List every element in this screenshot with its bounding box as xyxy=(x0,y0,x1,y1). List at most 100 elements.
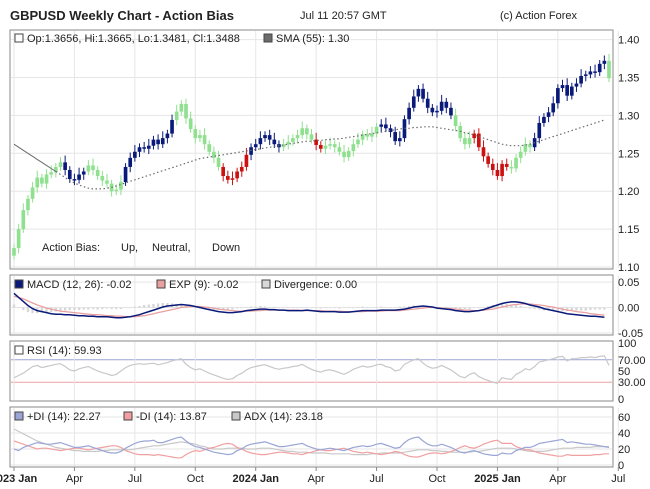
sma-line-dotted xyxy=(55,119,605,190)
divergence-bar xyxy=(152,303,155,308)
price-bar xyxy=(500,163,504,177)
divergence-bar xyxy=(226,307,230,311)
price-bar xyxy=(379,124,384,127)
divergence-bar xyxy=(454,307,457,310)
rsi-line xyxy=(13,355,610,384)
divergence-bar xyxy=(147,304,151,308)
x-tick-label: Apr xyxy=(66,473,83,485)
macd-tick-label: 0.00 xyxy=(618,303,639,315)
divergence-bar xyxy=(314,307,318,309)
x-tick-label: Oct xyxy=(428,473,445,485)
divergence-bar xyxy=(301,307,304,309)
divergence-bar xyxy=(552,307,555,312)
divergence-bar xyxy=(12,304,16,308)
price-bar xyxy=(439,101,444,111)
divergence-bar xyxy=(384,307,388,308)
price-panel xyxy=(9,29,614,270)
macd-legend-swatch xyxy=(14,279,24,289)
price-bar xyxy=(244,154,249,167)
divergence-bar xyxy=(268,307,271,308)
divergence-bar xyxy=(110,307,113,310)
divergence-bar xyxy=(361,306,364,308)
rsi-tick-label: 0 xyxy=(618,394,624,406)
price-bar xyxy=(12,248,16,256)
rsi-readout: RSI (14): 59.93 xyxy=(27,345,102,357)
price-bar xyxy=(365,134,370,137)
price-tick-label: 1.30 xyxy=(618,110,639,122)
divergence-bar xyxy=(389,307,392,308)
divergence-bar xyxy=(124,307,127,309)
price-bar xyxy=(309,134,314,140)
price-bar xyxy=(216,157,221,167)
price-bar xyxy=(67,169,72,180)
adx-readout: ADX (14): 23.18 xyxy=(244,411,323,423)
price-bar xyxy=(583,74,588,76)
price-bar xyxy=(346,151,351,158)
divergence-bar xyxy=(593,307,597,310)
price-bar xyxy=(546,112,551,117)
divergence-bar xyxy=(59,307,62,311)
divergence-bar xyxy=(296,307,299,309)
divergence-bar xyxy=(324,307,327,309)
price-bar xyxy=(467,138,472,145)
divergence-bar xyxy=(459,307,462,310)
price-bar xyxy=(370,133,374,137)
plus-di-readout: +DI (14): 22.27 xyxy=(27,411,101,423)
chart-title: GBPUSD Weekly Chart - Action Bias xyxy=(10,8,234,23)
ohlc-readout: Op:1.3656, Hi:1.3665, Lo:1.3481, Cl:1.34… xyxy=(27,33,240,45)
price-bar xyxy=(86,165,91,172)
price-bar xyxy=(170,119,174,134)
minus-di-legend-swatch xyxy=(123,411,133,421)
price-bar xyxy=(221,166,226,177)
price-bar xyxy=(239,166,244,172)
divergence-bar xyxy=(245,307,248,308)
price-bar xyxy=(58,162,63,167)
divergence-bar xyxy=(133,306,137,308)
price-bar xyxy=(314,139,318,145)
action-bias-label: Action Bias: xyxy=(42,242,100,254)
price-bar xyxy=(35,177,40,188)
price-bar xyxy=(119,182,123,190)
price-bar xyxy=(328,144,332,146)
divergence-bar xyxy=(380,306,383,308)
divergence-bar xyxy=(208,307,211,310)
price-bar xyxy=(481,147,486,157)
price-bar xyxy=(509,166,514,169)
divergence-bar xyxy=(510,304,513,308)
divergence-bar xyxy=(519,306,522,308)
price-bar xyxy=(212,151,216,158)
divergence-bar xyxy=(352,307,355,309)
divergence-bar xyxy=(156,303,160,308)
price-bar xyxy=(574,83,579,87)
divergence-bar xyxy=(570,307,574,312)
price-tick-label: 1.35 xyxy=(618,72,639,84)
price-bar xyxy=(21,210,26,230)
y-axis-ticks: 1.40 1.35 1.30 1.25 1.20 1.15 1.10 0.05 0.00 -0.0… xyxy=(618,35,646,472)
price-bar xyxy=(184,104,188,119)
price-bar xyxy=(272,139,277,145)
price-bar xyxy=(579,75,583,84)
price-bar xyxy=(490,163,495,170)
price-bars xyxy=(12,53,611,260)
price-bar xyxy=(421,88,425,99)
price-tick-label: 1.25 xyxy=(618,148,639,160)
price-bar xyxy=(495,169,500,177)
price-bar xyxy=(91,165,95,170)
price-bar xyxy=(258,138,263,145)
macd-line xyxy=(13,292,605,319)
price-bar xyxy=(551,103,556,113)
plus-di-line xyxy=(13,436,610,456)
price-tick-label: 1.15 xyxy=(618,224,639,236)
divergence-bar xyxy=(249,306,253,308)
price-bar xyxy=(105,180,109,184)
price-bar xyxy=(100,176,105,181)
divergence-bar xyxy=(579,307,583,311)
rsi-legend-swatch xyxy=(14,345,24,355)
divergence-bar xyxy=(468,307,471,310)
divergence-bar xyxy=(91,307,95,310)
price-bar xyxy=(193,129,198,139)
price-bar xyxy=(472,133,477,139)
adx-legend-swatch xyxy=(231,411,241,421)
divergence-bar xyxy=(375,307,378,308)
price-bar xyxy=(449,107,453,116)
